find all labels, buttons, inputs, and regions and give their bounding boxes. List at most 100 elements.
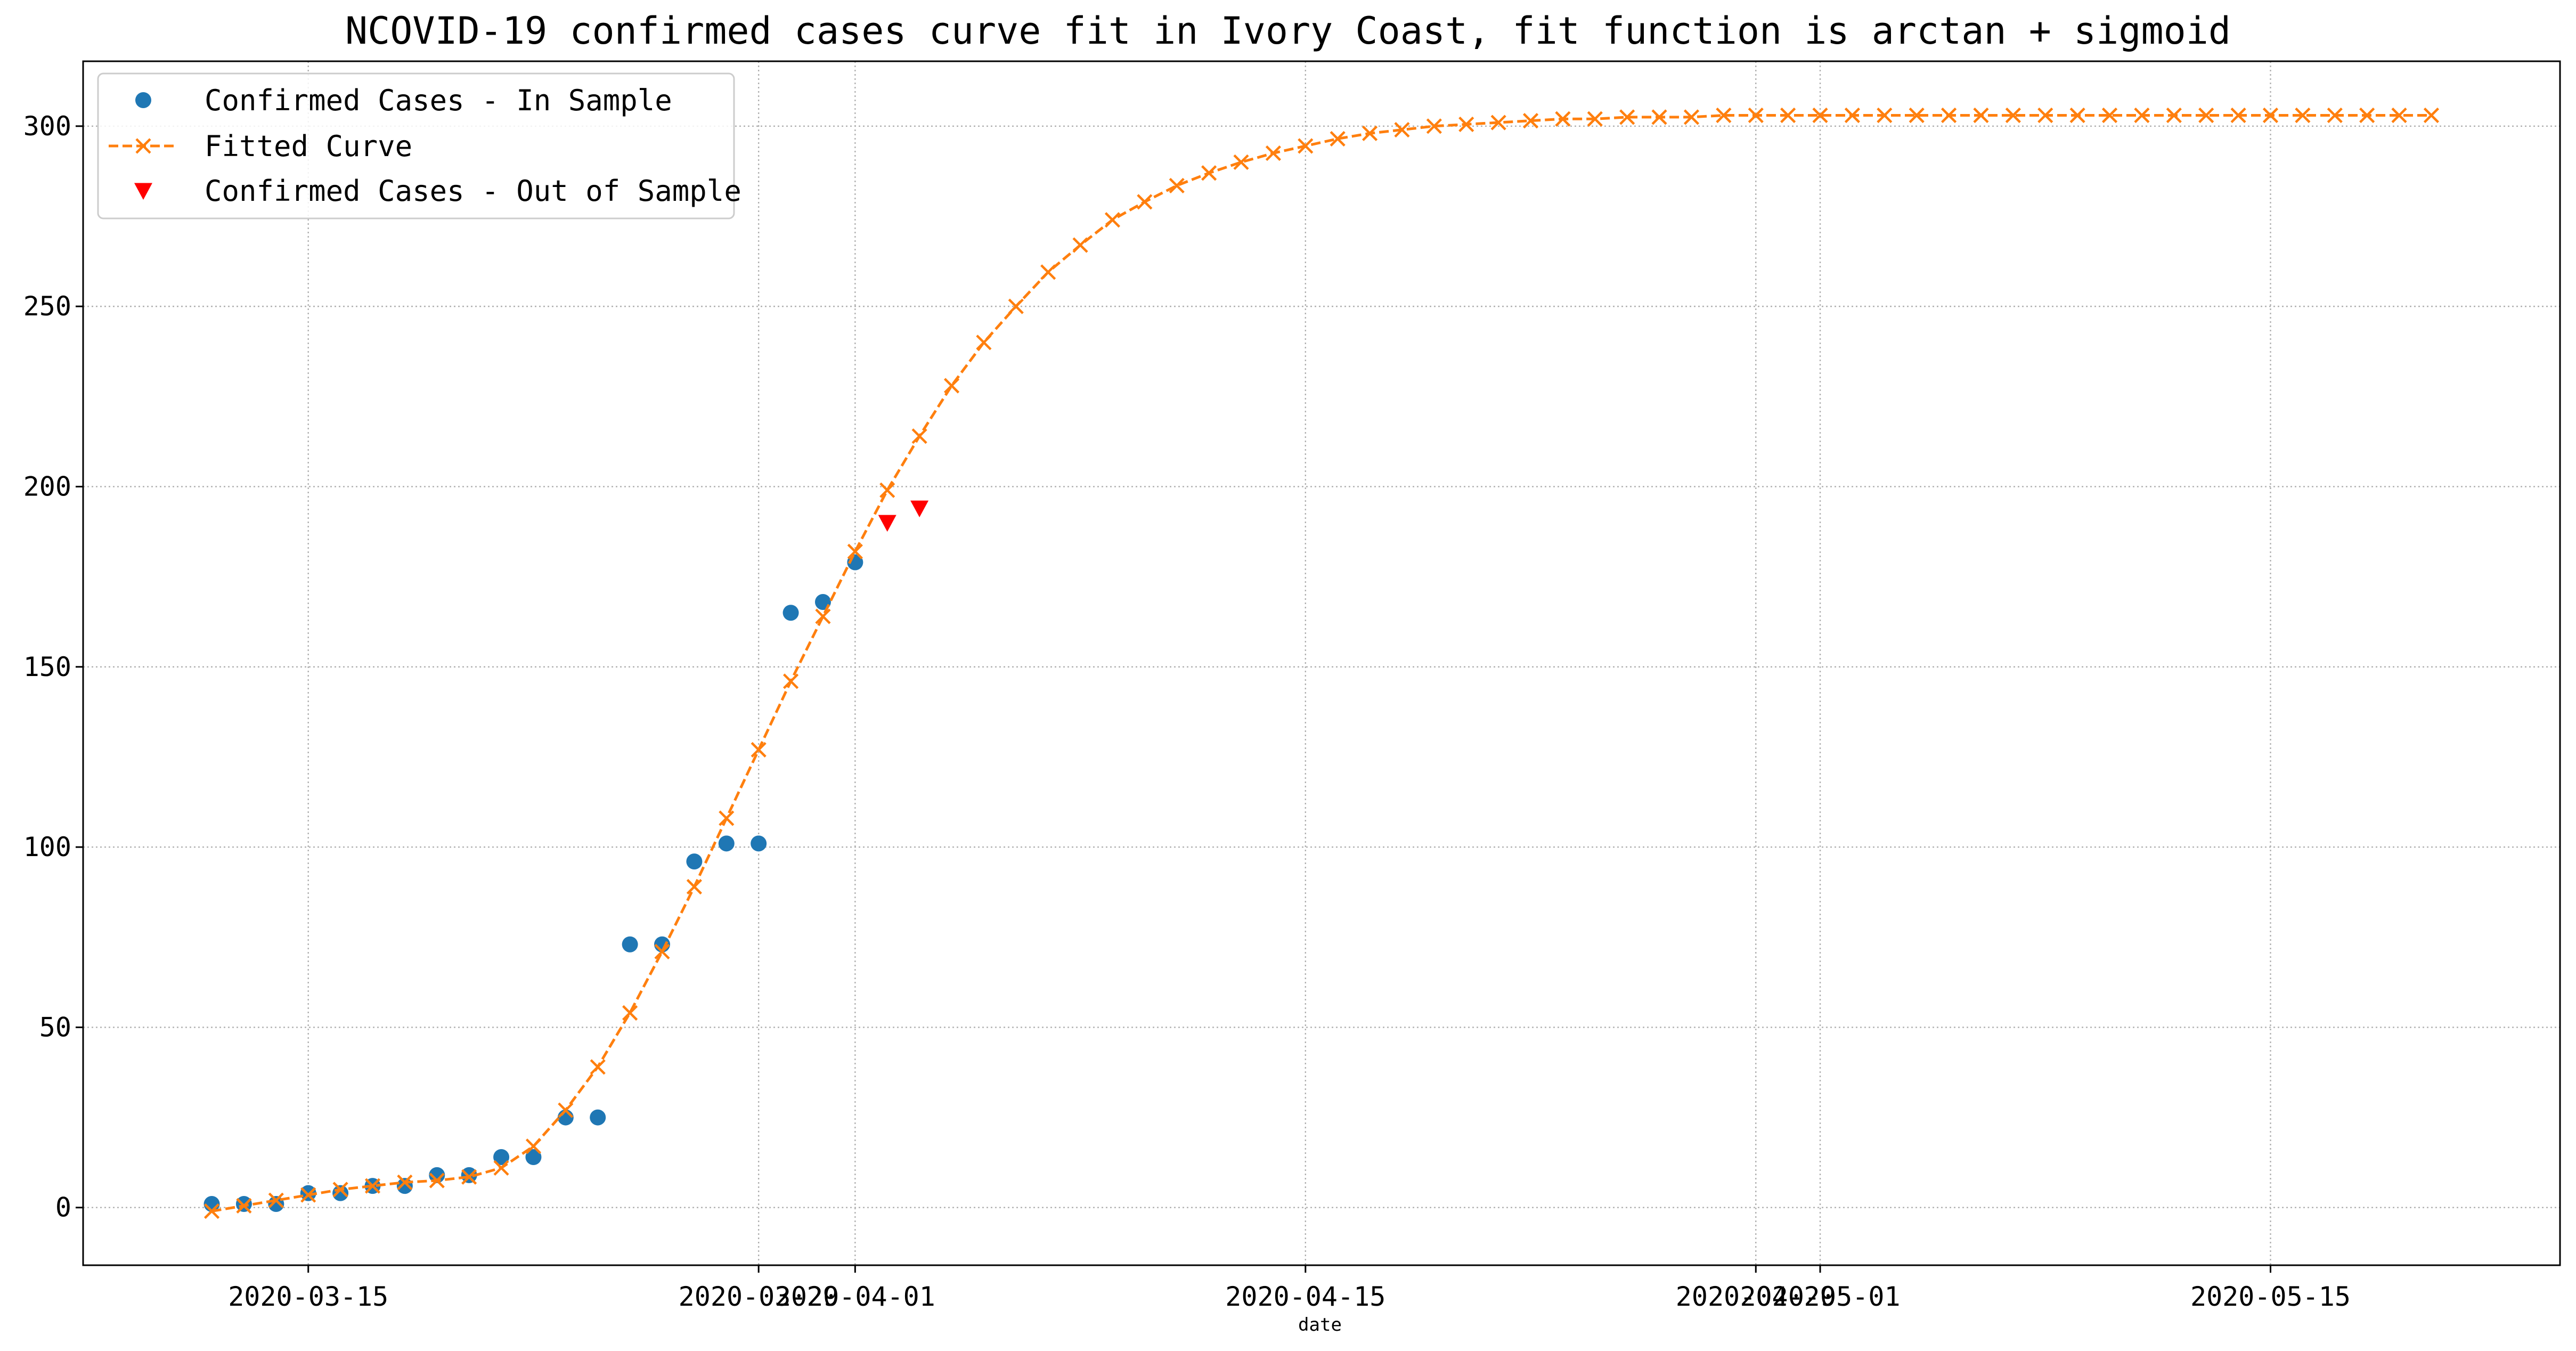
x-tick-label: 2020-04-29 [1676,1281,1836,1312]
fitted-curve-marker [879,482,895,498]
fitted-curve-marker [1072,237,1088,253]
y-tick-label: 100 [23,832,71,862]
in-sample-point [429,1167,445,1183]
fitted-curve-marker [364,1178,381,1194]
x-axis-label: date [1298,1314,1342,1336]
fitted-curve-marker [2069,107,2085,124]
y-tick-label: 0 [55,1192,71,1223]
fitted-curve-marker [2037,107,2053,124]
fitted-curve-marker [2262,107,2279,124]
legend-marker [135,92,151,108]
x-tick-label: 2020-03-15 [228,1281,388,1312]
fitted-curve-marker [2134,107,2150,124]
fitted-curve-marker [719,810,735,826]
fitted-curve-marker [2295,107,2311,124]
fitted-curve-marker [1619,109,1635,125]
fitted-curve-marker [1040,264,1056,280]
in-sample-point [686,853,703,870]
fitted-curve-marker [1748,107,1764,124]
fitted-curve-marker [1973,107,1989,124]
in-sample-point [622,936,638,953]
fitted-curve-marker [1104,212,1121,228]
fitted-curve-marker [558,1102,574,1118]
legend-marker [134,183,152,200]
in-sample-point [718,835,735,852]
fitted-curve-marker [332,1182,348,1198]
y-tick-label: 50 [39,1012,71,1043]
fitted-curve-marker [1362,125,1378,141]
fitted-curve-marker [1330,131,1346,147]
legend: Confirmed Cases - In Sample Fitted Curve C… [97,72,741,219]
fitted-curve-marker [654,943,670,959]
fitted-curve-marker [1298,138,1314,154]
legend-box [97,72,735,219]
out-of-sample-point [878,515,896,532]
fitted-curve-marker [2391,107,2407,124]
fitted-curve-marker [1909,107,1925,124]
in-sample-point [590,1109,606,1126]
fitted-curve-marker [590,1059,606,1075]
fitted-curve-marker [203,1203,220,1219]
fitted-curve-marker [1265,145,1282,161]
fitted-curve-marker [2230,107,2246,124]
fitted-curve-marker [2005,107,2021,124]
series-2 [878,500,929,532]
y-tick-label: 250 [23,291,71,322]
fitted-curve-marker [493,1160,509,1176]
fitted-curve-marker [911,428,927,444]
fitted-curve-marker [2166,107,2182,124]
fitted-curve-marker [1169,177,1185,194]
fitted-curve-marker [686,878,702,895]
out-of-sample-point [910,500,929,518]
fitted-curve-marker [1683,109,1700,125]
fitted-curve-marker [2101,107,2118,124]
grid [83,61,2560,1265]
fitted-curve-line [211,114,2432,1212]
fitted-curve-marker [782,673,799,689]
fitted-curve-marker [1426,118,1442,134]
in-sample-point [525,1149,542,1166]
chart-title: NCOVID-19 confirmed cases curve fit in I… [345,9,2231,53]
in-sample-point [332,1185,349,1201]
fitted-curve-marker [847,543,863,559]
fitted-curve-marker [1651,109,1667,125]
fitted-curve-marker [429,1173,445,1189]
fitted-curve-marker [525,1138,542,1154]
fitted-curve-marker [2327,107,2343,124]
fitted-curve-marker [815,608,831,624]
fitted-curve-marker [1587,111,1603,127]
x-tick-label: 2020-05-01 [1740,1281,1901,1312]
x-tick-label: 2020-03-29 [679,1281,839,1312]
fitted-curve-marker [1394,121,1410,138]
fitted-curve-marker [1877,107,1893,124]
fitted-curve-marker [1812,107,1828,124]
series-layer [203,107,2440,1219]
fitted-curve-marker [1201,165,1217,181]
fitted-curve-marker [1555,111,1571,127]
legend-label: Fitted Curve [205,129,412,163]
fitted-curve-marker [268,1192,284,1208]
legend-label: Confirmed Cases - In Sample [205,84,672,117]
legend-marker [135,138,151,154]
fitted-curve-marker [751,742,767,758]
fitted-curve-marker [1941,107,1957,124]
fitted-curve-marker [2423,107,2440,124]
in-sample-point [782,605,799,621]
fitted-curve-marker [1490,115,1506,131]
fitted-curve-marker [1780,107,1796,124]
in-sample-point [235,1195,252,1212]
fitted-curve-marker [1716,107,1732,124]
x-tick-label: 2020-04-01 [775,1281,935,1312]
in-sample-point [751,835,767,852]
x-tick-label: 2020-05-15 [2190,1281,2351,1312]
fitted-curve-marker [1844,107,1861,124]
legend-label: Confirmed Cases - Out of Sample [205,174,741,208]
fitted-curve-marker [1458,116,1474,133]
y-tick-label: 300 [23,111,71,142]
fitted-curve-marker [397,1174,413,1190]
fitted-curve-marker [1522,113,1539,129]
axes-frame [82,60,2561,1266]
fitted-curve-marker [236,1198,252,1214]
